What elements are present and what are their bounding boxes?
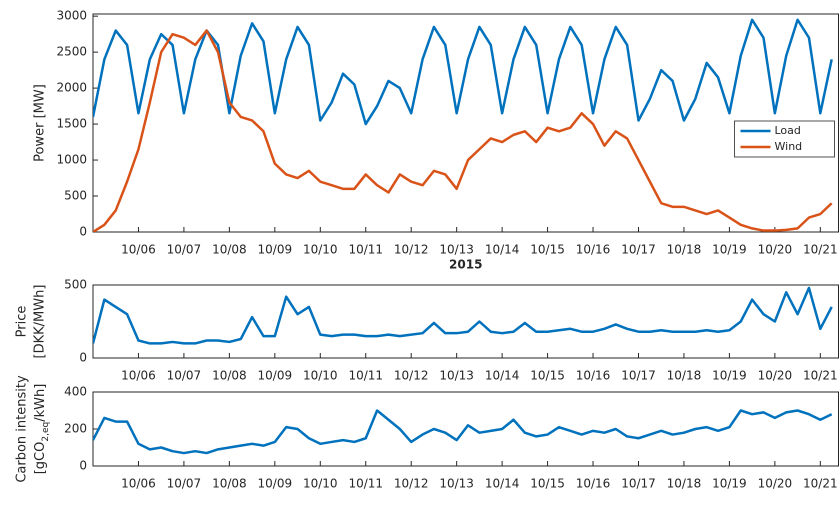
x-tick-label: 10/18 [667, 369, 702, 383]
x-tick-label: 10/15 [530, 243, 565, 257]
legend-label: Wind [775, 140, 803, 153]
x-tick-label: 10/13 [439, 477, 474, 491]
x-tick-label: 10/11 [348, 477, 383, 491]
x-tick-label: 10/11 [348, 243, 383, 257]
x-tick-label: 10/07 [167, 477, 202, 491]
x-tick-label: 10/06 [121, 369, 156, 383]
y-tick-label: 2500 [56, 45, 87, 59]
y-tick-label: 0 [79, 459, 87, 473]
y-axis-title: [gCO2,eq/kWh] [33, 384, 51, 475]
x-tick-label: 10/14 [485, 477, 520, 491]
x-tick-label: 10/11 [348, 369, 383, 383]
x-tick-label: 10/21 [803, 369, 838, 383]
x-tick-label: 10/07 [167, 369, 202, 383]
x-tick-label: 10/10 [303, 369, 338, 383]
legend-label: Load [775, 124, 801, 137]
x-tick-label: 10/12 [394, 369, 429, 383]
line-series [93, 29, 833, 232]
x-tick-label: 10/09 [258, 369, 293, 383]
x-tick-label: 10/09 [258, 477, 293, 491]
x-tick-label: 10/16 [576, 369, 611, 383]
x-tick-label: 10/13 [439, 369, 474, 383]
x-tick-label: 10/15 [530, 369, 565, 383]
x-tick-label: 10/21 [803, 477, 838, 491]
y-tick-label: 1000 [56, 153, 87, 167]
y-axis-title: Power [MW] [33, 84, 48, 162]
x-tick-label: 10/19 [712, 477, 747, 491]
x-tick-label: 10/16 [576, 243, 611, 257]
y-tick-label: 500 [64, 278, 87, 292]
line-series [93, 409, 833, 455]
plot-area [92, 284, 839, 359]
x-tick-label: 10/20 [758, 477, 793, 491]
x-tick-label: 10/17 [621, 369, 656, 383]
x-tick-label: 10/13 [439, 243, 474, 257]
y-axis-title-part: 2,eq [41, 422, 51, 442]
x-tick-label: 10/08 [212, 369, 247, 383]
x-tick-label: 10/06 [121, 477, 156, 491]
x-tick-label: 10/10 [303, 477, 338, 491]
x-tick-label: 10/14 [485, 243, 520, 257]
x-tick-label: 10/14 [485, 369, 520, 383]
y-axis-title-part: [gCO [33, 442, 48, 475]
y-tick-label: 0 [79, 225, 87, 239]
x-tick-label: 10/07 [167, 243, 202, 257]
line-series [93, 18, 833, 126]
y-tick-label: 500 [64, 189, 87, 203]
y-axis-title-part: /kWh] [33, 384, 48, 422]
x-tick-label: 10/20 [758, 243, 793, 257]
x-tick-label: 10/12 [394, 477, 429, 491]
series-group [93, 18, 833, 232]
x-tick-label: 10/21 [803, 243, 838, 257]
y-tick-label: 2000 [56, 81, 87, 95]
plot-area [92, 13, 839, 233]
x-tick-label: 10/19 [712, 243, 747, 257]
x-tick-label: 10/06 [121, 243, 156, 257]
x-tick-label: 10/17 [621, 477, 656, 491]
line-series [93, 286, 833, 345]
x-tick-label: 10/17 [621, 243, 656, 257]
x-tick-label: 10/15 [530, 477, 565, 491]
x-axis-title: 2015 [449, 258, 482, 272]
y-tick-label: 200 [64, 422, 87, 436]
x-tick-label: 10/08 [212, 477, 247, 491]
y-tick-label: 1500 [56, 117, 87, 131]
y-axis-title: Carbon intensity [15, 375, 30, 483]
x-tick-label: 10/10 [303, 243, 338, 257]
x-tick-label: 10/18 [667, 477, 702, 491]
y-tick-label: 400 [64, 385, 87, 399]
x-tick-label: 10/18 [667, 243, 702, 257]
x-tick-label: 10/08 [212, 243, 247, 257]
series-group [93, 286, 833, 345]
x-tick-label: 10/16 [576, 477, 611, 491]
x-tick-label: 10/09 [258, 243, 293, 257]
legend-box [734, 120, 835, 158]
series-group [93, 409, 833, 455]
x-tick-label: 10/20 [758, 369, 793, 383]
y-axis-title: Price [15, 306, 30, 338]
x-tick-label: 10/19 [712, 369, 747, 383]
y-tick-label: 3000 [56, 9, 87, 23]
y-tick-label: 0 [79, 351, 87, 365]
y-axis-title: [DKK/MWh] [33, 285, 48, 359]
x-tick-label: 10/12 [394, 243, 429, 257]
